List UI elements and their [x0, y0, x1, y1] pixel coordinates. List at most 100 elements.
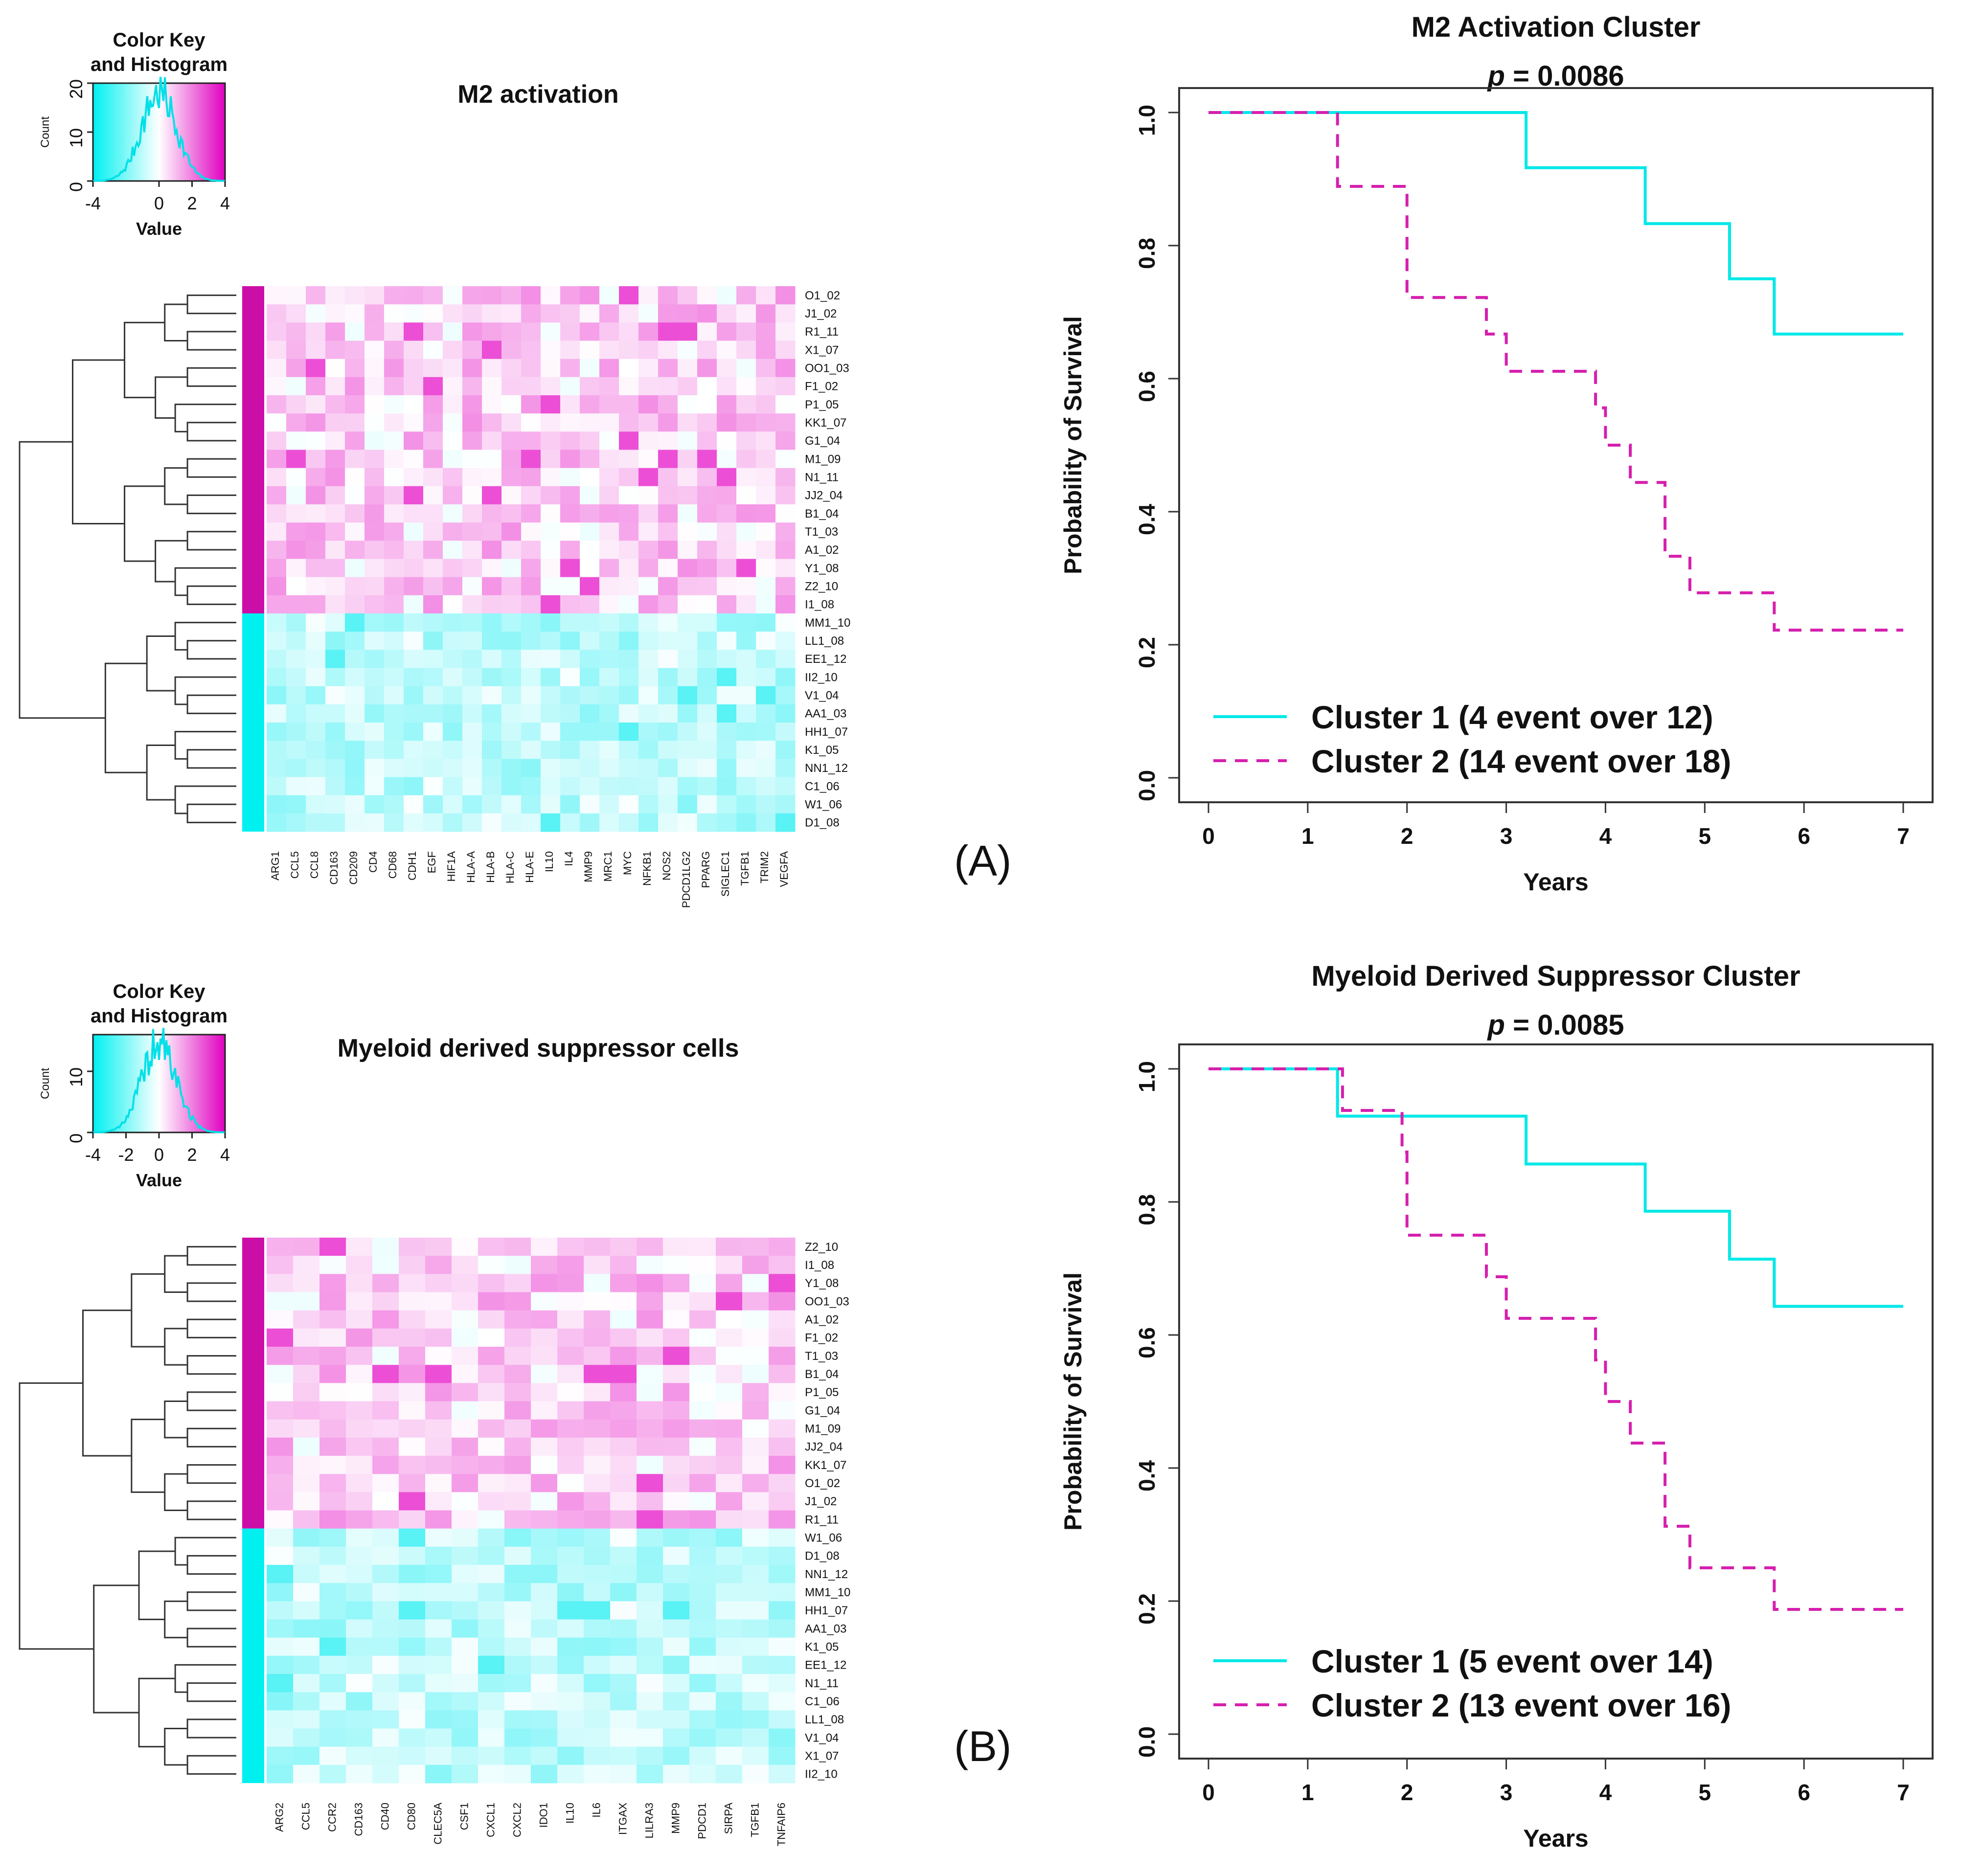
heatmap-cell: [286, 632, 306, 650]
key-x-tick-label: 4: [220, 193, 230, 213]
heatmap-cell: [404, 704, 424, 723]
heatmap-cell: [372, 1619, 399, 1638]
heatmap-cell: [372, 1347, 399, 1365]
heatmap-cell: [319, 1619, 346, 1638]
heatmap-cell: [423, 704, 443, 723]
heatmap-cell: [756, 468, 776, 487]
heatmap-cell: [346, 1328, 373, 1347]
heatmap-cell: [482, 577, 502, 596]
heatmap-cell: [619, 613, 639, 632]
heatmap-cell: [306, 813, 326, 832]
heatmap-cell: [716, 1692, 743, 1711]
heatmap-cell: [372, 1746, 399, 1765]
heatmap-cell: [267, 1347, 294, 1365]
heatmap-cell: [478, 1492, 505, 1511]
heatmap-cell: [452, 1764, 479, 1784]
heatmap-cell: [658, 431, 678, 450]
sample-label: N1_11: [805, 471, 839, 484]
heatmap-cell: [717, 813, 737, 832]
heatmap-cell: [541, 322, 561, 341]
km-x-tick-label: 6: [1798, 823, 1810, 849]
heatmap-cell: [286, 395, 306, 414]
heatmap-cell: [619, 741, 639, 759]
gene-label: CXCL2: [511, 1803, 523, 1837]
dendrogram-branch: [124, 485, 165, 562]
heatmap-cell: [365, 286, 385, 305]
heatmap-cell: [638, 668, 659, 687]
heatmap-cell: [557, 1692, 584, 1711]
heatmap-cell: [423, 359, 443, 378]
key-y-tick-label: 20: [66, 79, 86, 99]
dendrogram-branch: [93, 1584, 139, 1714]
heatmap-cell: [619, 359, 639, 378]
heatmap-cell: [658, 650, 678, 668]
heatmap-cell: [717, 504, 737, 523]
dendrogram-branch: [164, 1473, 188, 1511]
heatmap-cell: [267, 777, 287, 796]
heatmap-cell: [689, 1637, 716, 1656]
heatmap-cell: [756, 377, 776, 396]
heatmap-cell: [384, 686, 404, 705]
heatmap-cell: [541, 813, 561, 832]
heatmap-cell: [399, 1637, 426, 1656]
heatmap-cell: [716, 1365, 743, 1383]
heatmap-cell: [610, 1437, 637, 1456]
heatmap-cell: [452, 1437, 479, 1456]
heatmap-cell: [769, 1419, 796, 1438]
heatmap-cell: [478, 1256, 505, 1274]
heatmap-cell: [452, 1492, 479, 1511]
km-curve-cluster-1: [1208, 1067, 1903, 1308]
dendrogram-branch: [146, 744, 176, 801]
heatmap-cell: [345, 741, 365, 759]
heatmap-cell: [736, 468, 756, 487]
heatmap-cell: [478, 1710, 505, 1729]
heatmap-cell: [717, 450, 737, 469]
heatmap-cell: [478, 1474, 505, 1492]
heatmap-cell: [365, 577, 385, 596]
heatmap-cell: [501, 686, 522, 705]
heatmap-cell: [736, 413, 756, 432]
heatmap-cell: [658, 795, 678, 814]
heatmap-cell: [267, 1637, 294, 1656]
heatmap-cell: [319, 1546, 346, 1565]
km-x-tick-label: 7: [1897, 1780, 1910, 1805]
gene-label: CD209: [347, 851, 360, 884]
heatmap-cell: [384, 668, 404, 687]
dendrogram-branch: [186, 1355, 236, 1375]
heatmap-cell: [504, 1419, 531, 1438]
heatmap-cell: [638, 559, 659, 578]
heatmap-cell: [541, 450, 561, 469]
heatmap-cell: [689, 1746, 716, 1765]
heatmap-cell: [697, 541, 717, 559]
heatmap-cell: [365, 431, 385, 450]
heatmap-cell: [742, 1437, 769, 1456]
heatmap-cell: [452, 1710, 479, 1729]
heatmap-cell: [697, 286, 717, 305]
heatmap-cell: [482, 686, 502, 705]
km-y-label: Probability of Survival: [1059, 1272, 1087, 1531]
heatmap-cell: [775, 704, 796, 723]
panel-label-b: (B): [954, 1722, 1011, 1770]
sample-label: II2_10: [805, 671, 838, 684]
heatmap-cell: [697, 704, 717, 723]
heatmap-cell: [531, 1437, 558, 1456]
sample-label: O1_02: [805, 1477, 840, 1490]
heatmap-cell: [293, 1710, 320, 1729]
heatmap-cell: [319, 1528, 346, 1547]
heatmap-cell: [619, 541, 639, 559]
km-x-tick-label: 4: [1599, 823, 1612, 849]
heatmap-cell: [306, 359, 326, 378]
heatmap-cell: [610, 1637, 637, 1656]
heatmap-cell: [560, 777, 580, 796]
km-legend-label-2: Cluster 2 (13 event over 16): [1311, 1687, 1731, 1723]
heatmap-cell: [345, 613, 365, 632]
heatmap-cell: [689, 1764, 716, 1784]
heatmap-cell: [557, 1546, 584, 1565]
heatmap-cell: [482, 322, 502, 341]
heatmap-cell: [345, 468, 365, 487]
heatmap-cell: [423, 559, 443, 578]
heatmap-cell: [769, 1492, 796, 1511]
heatmap-cell: [717, 650, 737, 668]
heatmap-cell: [325, 650, 345, 668]
heatmap-cell: [384, 486, 404, 505]
